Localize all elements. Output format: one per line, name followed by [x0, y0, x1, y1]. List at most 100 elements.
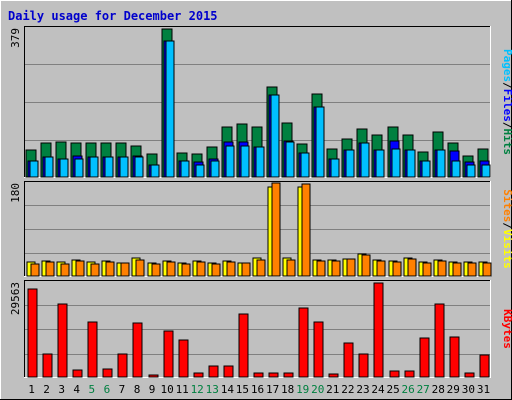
- sites-bar-10: [166, 261, 176, 277]
- day-label-11: 11: [176, 383, 189, 396]
- sites-bar-6: [105, 261, 115, 277]
- sites-bar-26: [407, 258, 417, 277]
- pages-bar-31: [481, 164, 491, 178]
- pages-bar-17: [270, 94, 280, 178]
- day-label-28: 28: [432, 383, 445, 396]
- day-label-23: 23: [356, 383, 369, 396]
- chart-panels: 379Pages/Files/Hits180Sites/Visits29563K…: [9, 26, 512, 378]
- sites-bar-21: [331, 260, 341, 277]
- sites-bar-24: [376, 260, 386, 277]
- day-label-25: 25: [386, 383, 399, 396]
- day-label-8: 8: [134, 383, 141, 396]
- day-label-9: 9: [149, 383, 156, 396]
- kbytes-bar-22: [343, 342, 354, 378]
- kbytes-bar-6: [102, 368, 113, 378]
- day-label-24: 24: [371, 383, 385, 396]
- sites-bar-20: [316, 260, 326, 277]
- ymax-label: 379: [9, 28, 22, 48]
- day-label-31: 31: [477, 383, 490, 396]
- sites-bar-27: [422, 262, 432, 277]
- sites-bar-14: [226, 261, 236, 277]
- side-label-part: Files: [501, 89, 512, 122]
- kbytes-bar-15: [238, 313, 249, 378]
- sites-bar-18: [286, 259, 296, 277]
- bars-kbytes: [27, 282, 490, 378]
- kbytes-bar-30: [464, 372, 475, 378]
- day-label-10: 10: [160, 383, 173, 396]
- series-side-label: KBytes: [501, 309, 512, 349]
- sites-bar-7: [120, 262, 130, 277]
- kbytes-bar-21: [328, 373, 339, 378]
- pages-bar-23: [360, 142, 370, 178]
- kbytes-bar-24: [373, 282, 384, 378]
- panel-visits-sites: 180 Sites/Visits: [9, 181, 512, 277]
- sites-bar-25: [392, 261, 402, 277]
- day-label-27: 27: [417, 383, 430, 396]
- series-side-label: Sites/Visits: [501, 189, 512, 269]
- side-label-part: Sites: [501, 189, 512, 222]
- sites-bar-28: [437, 260, 447, 277]
- kbytes-bar-4: [72, 369, 83, 378]
- day-label-15: 15: [236, 383, 249, 396]
- pages-bar-13: [210, 160, 220, 178]
- kbytes-bar-18: [283, 372, 294, 378]
- kbytes-bar-3: [57, 303, 68, 378]
- side-label-part: Visits: [501, 229, 512, 269]
- series-side-label: Pages/Files/Hits: [501, 49, 512, 155]
- side-label-part: /: [501, 82, 512, 89]
- kbytes-bar-19: [298, 307, 309, 378]
- day-label-13: 13: [206, 383, 219, 396]
- day-label-4: 4: [73, 383, 80, 396]
- sites-bar-11: [181, 263, 191, 277]
- pages-bar-3: [59, 158, 69, 178]
- day-label-19: 19: [296, 383, 309, 396]
- sites-bar-17: [271, 182, 281, 277]
- sites-bar-13: [211, 263, 221, 277]
- day-label-2: 2: [43, 383, 50, 396]
- pages-bar-16: [255, 146, 265, 178]
- pages-bar-4: [74, 158, 84, 178]
- kbytes-bar-28: [434, 303, 445, 378]
- side-label-part: KBytes: [501, 309, 512, 349]
- pages-bar-18: [285, 141, 295, 178]
- day-label-6: 6: [104, 383, 111, 396]
- kbytes-bar-27: [419, 337, 430, 378]
- kbytes-bar-9: [148, 374, 159, 378]
- day-label-14: 14: [221, 383, 235, 396]
- sites-bar-19: [301, 183, 311, 277]
- pages-bar-8: [134, 156, 144, 178]
- sites-bar-4: [75, 260, 85, 277]
- pages-bar-29: [451, 160, 461, 178]
- kbytes-bar-2: [42, 353, 53, 378]
- kbytes-bar-1: [27, 288, 38, 378]
- ymax-label: 180: [9, 183, 22, 203]
- kbytes-bar-14: [223, 365, 234, 378]
- day-label-7: 7: [119, 383, 126, 396]
- pages-bar-26: [406, 149, 416, 178]
- day-label-22: 22: [341, 383, 354, 396]
- day-label-18: 18: [281, 383, 294, 396]
- day-label-20: 20: [311, 383, 324, 396]
- kbytes-bar-26: [404, 370, 415, 378]
- pages-bar-1: [29, 160, 39, 178]
- day-label-3: 3: [58, 383, 65, 396]
- kbytes-bar-11: [178, 339, 189, 378]
- day-label-1: 1: [28, 383, 35, 396]
- pages-bar-21: [330, 158, 340, 178]
- pages-bar-30: [466, 164, 476, 178]
- pages-bar-9: [150, 164, 160, 178]
- side-label-part: Hits: [501, 129, 512, 156]
- kbytes-bar-10: [163, 330, 174, 378]
- pages-bar-5: [89, 156, 99, 178]
- sites-bar-22: [346, 258, 356, 277]
- pages-bar-25: [391, 148, 401, 178]
- sites-bar-30: [467, 262, 477, 277]
- day-label-17: 17: [266, 383, 279, 396]
- sites-bar-23: [361, 254, 371, 277]
- day-label-5: 5: [88, 383, 95, 396]
- kbytes-bar-13: [208, 365, 219, 378]
- side-label-part: /: [501, 222, 512, 229]
- day-label-16: 16: [251, 383, 264, 396]
